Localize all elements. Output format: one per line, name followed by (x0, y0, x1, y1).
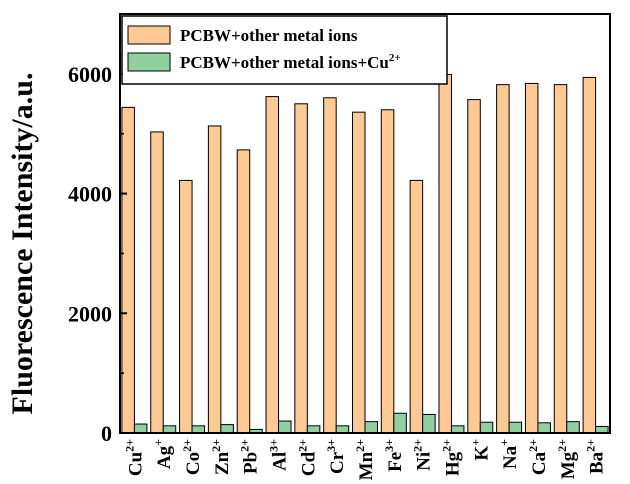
bar-pcbw-cu-ag (162, 425, 177, 434)
x-tick-label-ca: Ca2+ (526, 439, 550, 475)
x-tick-label-k: K+ (468, 439, 492, 461)
bar-pcbw-co (179, 179, 193, 434)
bar-pcbw-cu-ca (537, 422, 551, 434)
bar-pcbw-cd (294, 103, 308, 434)
bar-pcbw-al (265, 96, 280, 434)
bar-pcbw-k (467, 99, 481, 434)
bar-pcbw-mg (553, 84, 568, 434)
x-tick-label-cr: Cr3+ (324, 439, 348, 474)
legend: PCBW+other metal ions PCBW+other metal io… (121, 15, 448, 85)
bar-pcbw-cu-ni (422, 413, 436, 434)
bar-pcbw-cu (121, 106, 135, 434)
legend-box (121, 15, 448, 85)
x-tick-label-cu: Cu2+ (122, 439, 146, 476)
y-tick-label: 4000 (68, 182, 112, 207)
x-axis: Cu2+Ag+Co2+Zn2+Pb2+Al3+Cd2+Cr3+Mn2+Fe3+N… (122, 439, 607, 481)
x-tick-label-fe: Fe3+ (382, 439, 406, 472)
legend-swatch-2 (127, 52, 171, 72)
bar-pcbw-cr (323, 97, 337, 434)
y-tick-label: 0 (101, 421, 112, 446)
y-tick-label: 6000 (68, 62, 112, 87)
x-tick-label-ni: Ni2+ (411, 439, 435, 471)
bar-pcbw-cu-mg (566, 421, 580, 434)
legend-label-1: PCBW+other metal ions (180, 26, 358, 45)
bar-pcbw-na (496, 84, 510, 434)
bar-pcbw-ni (409, 179, 424, 434)
x-tick-label-hg: Hg2+ (439, 439, 463, 476)
bar-pcbw-cu-na (508, 421, 523, 434)
bar-pcbw-fe (380, 109, 395, 434)
bar-pcbw-cu-co (191, 425, 206, 434)
y-tick-label: 2000 (68, 301, 112, 326)
bar-pcbw-pb (236, 149, 251, 434)
bar-pcbw-cu-cu (133, 423, 148, 434)
bar-pcbw-cu-hg (450, 425, 465, 434)
bar-pcbw-hg (438, 73, 452, 434)
bar-pcbw-cu-cr (335, 425, 350, 434)
bar-pcbw-cu-cd (306, 425, 321, 434)
x-tick-label-pb: Pb2+ (238, 439, 262, 474)
bar-pcbw-mn (352, 111, 366, 434)
bar-pcbw-cu-zn (220, 424, 234, 434)
x-tick-label-co: Co2+ (180, 439, 204, 475)
y-axis-label: Fluorescence Intensity/a.u. (6, 73, 39, 415)
x-tick-label-mg: Mg2+ (555, 439, 579, 479)
x-tick-label-ba: Ba2+ (584, 439, 608, 474)
bar-pcbw-cu-al (278, 420, 292, 434)
x-tick-label-cd: Cd2+ (295, 439, 319, 476)
bar-pcbw-cu-fe (393, 412, 407, 434)
bar-pcbw-ba (582, 76, 597, 434)
x-tick-label-ag: Ag+ (151, 439, 175, 469)
plot-area-frame (119, 13, 611, 434)
x-tick-label-mn: Mn2+ (353, 439, 377, 481)
bars-layer (121, 73, 609, 434)
legend-swatch-1 (127, 25, 171, 45)
bar-pcbw-cu-mn (364, 421, 378, 434)
bar-pcbw-ag (150, 131, 164, 434)
x-tick-label-zn: Zn2+ (209, 439, 233, 475)
x-tick-label-al: Al3+ (267, 439, 291, 471)
bar-pcbw-zn (207, 125, 222, 434)
x-tick-label-na: Na+ (497, 439, 521, 469)
y-axis: 0 2000 4000 6000 (68, 62, 127, 446)
legend-label-2: PCBW+other metal ions+Cu2+ (180, 52, 401, 72)
bar-pcbw-ca (524, 82, 539, 434)
bar-pcbw-cu-k (479, 421, 494, 434)
